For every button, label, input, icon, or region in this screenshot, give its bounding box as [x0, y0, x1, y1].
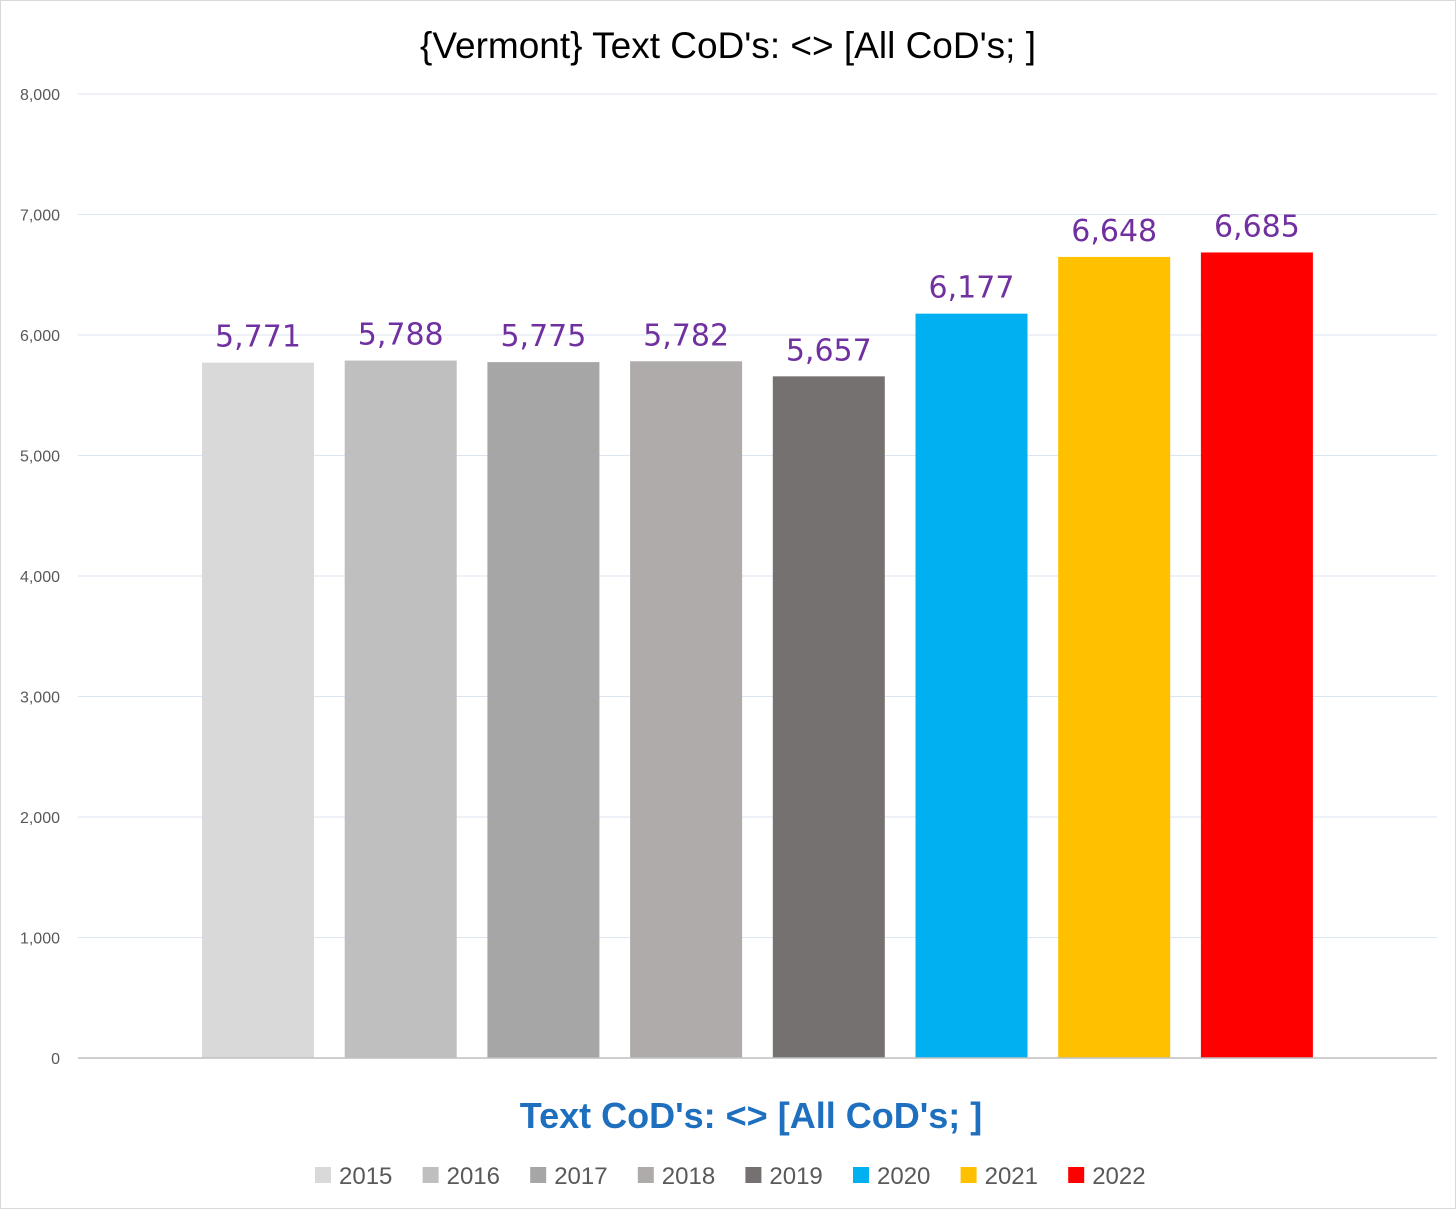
y-tick-label: 8,000	[20, 87, 60, 104]
data-label-2021: 6,648	[1071, 214, 1157, 249]
legend-swatch-2015	[315, 1167, 331, 1183]
bar-2021	[1058, 256, 1171, 1058]
y-tick-label: 7,000	[20, 208, 60, 225]
bar-2019	[772, 376, 885, 1058]
y-tick-label: 3,000	[20, 690, 60, 707]
legend-swatch-2016	[422, 1167, 439, 1183]
legend-swatch-2019	[745, 1167, 762, 1183]
y-tick-label: 4,000	[20, 569, 60, 586]
legend-label-2016: 2016	[447, 1163, 500, 1190]
chart-title: {Vermont} Text CoD's: <> [All CoD's; ]	[420, 25, 1036, 66]
legend-label-2018: 2018	[662, 1163, 715, 1190]
data-labels: 5,771 5,788 5,775 5,782 5,657 6,177 6,648 6,685	[215, 209, 1300, 368]
y-axis-ticks: 0 1,000 2,000 3,000 4,000 5,000 6,000 7,000 8,00…	[20, 87, 60, 1068]
data-label-2022: 6,685	[1214, 209, 1300, 244]
legend-label-2021: 2021	[985, 1163, 1038, 1190]
legend-swatch-2022	[1068, 1167, 1085, 1183]
bar-2018	[630, 361, 743, 1058]
data-label-2015: 5,771	[215, 320, 301, 355]
data-label-2019: 5,657	[786, 333, 872, 368]
y-tick-label: 5,000	[20, 449, 60, 466]
bar-2022	[1200, 252, 1313, 1058]
y-tick-label: 1,000	[20, 931, 60, 948]
y-tick-label: 2,000	[20, 810, 60, 827]
bar-2020	[915, 313, 1028, 1058]
bar-2017	[487, 362, 600, 1058]
legend-swatch-2018	[637, 1167, 654, 1183]
legend-label-2017: 2017	[554, 1163, 607, 1190]
legend-label-2019: 2019	[769, 1163, 822, 1190]
legend-label-2022: 2022	[1092, 1163, 1145, 1190]
legend-label-2015: 2015	[339, 1163, 392, 1190]
data-label-2016: 5,788	[358, 318, 444, 353]
data-label-2018: 5,782	[643, 318, 729, 353]
bar-2016	[344, 360, 457, 1058]
data-label-2017: 5,775	[500, 319, 586, 354]
legend-swatch-2021	[960, 1167, 977, 1183]
y-tick-label: 6,000	[20, 328, 60, 345]
bars	[202, 252, 1313, 1059]
legend: 2015 2016 2017 2018 2019 2020 2021 2022	[315, 1163, 1146, 1190]
legend-swatch-2017	[530, 1167, 547, 1183]
legend-swatch-2020	[853, 1167, 869, 1183]
bar-2015	[202, 362, 314, 1059]
y-tick-label: 0	[51, 1051, 60, 1068]
legend-label-2020: 2020	[877, 1163, 930, 1190]
data-label-2020: 6,177	[929, 271, 1015, 306]
x-axis-label: Text CoD's: <> [All CoD's; ]	[520, 1095, 983, 1136]
